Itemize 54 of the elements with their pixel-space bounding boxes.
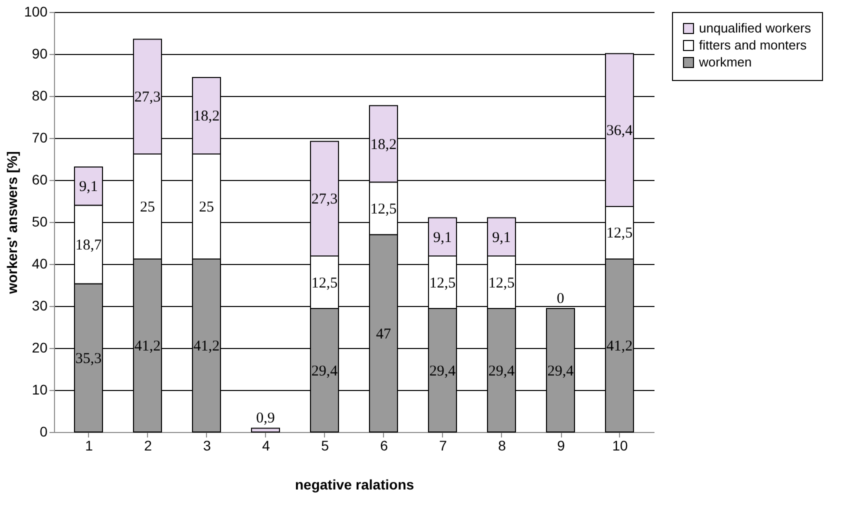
- data-label: 18,7: [75, 237, 102, 254]
- y-tick-label: 30: [32, 298, 48, 314]
- data-label: 25: [199, 199, 214, 216]
- data-label: 0,9: [256, 410, 275, 427]
- x-tick-label: 6: [380, 438, 388, 454]
- data-label: 12,5: [606, 226, 633, 242]
- y-axis-title: workers' answers [%]: [4, 151, 20, 295]
- legend-label: workmen: [698, 54, 752, 70]
- data-label: 12,5: [488, 275, 515, 292]
- x-tick-label: 7: [439, 438, 448, 454]
- data-label: 29,4: [547, 363, 574, 380]
- y-tick-label: 80: [32, 88, 48, 104]
- y-tick-label: 60: [32, 172, 48, 188]
- data-label: 18,2: [370, 136, 397, 153]
- x-tick-label: 10: [612, 438, 628, 454]
- y-tick-label: 70: [32, 130, 48, 146]
- x-tick-label: 9: [557, 438, 566, 454]
- y-tick-label: 20: [32, 340, 48, 356]
- data-label: 12,5: [370, 201, 397, 218]
- x-tick-label: 4: [262, 438, 270, 454]
- data-label: 41,2: [193, 338, 220, 354]
- y-tick-label: 10: [32, 382, 48, 398]
- data-label: 0: [556, 291, 564, 308]
- data-label: 35,3: [75, 350, 102, 367]
- data-label: 9,1: [433, 230, 452, 246]
- data-label: 47: [376, 326, 392, 342]
- y-tick-label: 0: [40, 424, 48, 440]
- x-tick-label: 1: [85, 438, 94, 454]
- data-label: 12,5: [311, 275, 338, 292]
- data-label: 41,2: [134, 338, 161, 354]
- data-label: 41,2: [606, 338, 633, 354]
- x-tick-label: 5: [321, 438, 330, 454]
- data-label: 9,1: [79, 179, 98, 196]
- data-label: 36,4: [606, 123, 634, 140]
- data-label: 29,4: [311, 363, 338, 380]
- legend-label: fitters and monters: [699, 38, 808, 52]
- data-label: 18,2: [193, 108, 220, 125]
- legend-label: unqualified workers: [699, 20, 812, 36]
- data-label: 27,3: [311, 192, 338, 208]
- y-tick-label: 90: [32, 46, 48, 62]
- x-tick-label: 2: [144, 438, 152, 454]
- data-label: 29,4: [488, 363, 516, 380]
- y-tick-label: 40: [32, 256, 48, 272]
- data-label: 9,1: [492, 230, 511, 246]
- bar: [251, 428, 280, 432]
- y-tick-label: 100: [24, 4, 48, 20]
- data-label: 12,5: [429, 275, 456, 292]
- data-label: 25: [140, 199, 155, 216]
- data-label: 27,3: [134, 90, 161, 106]
- x-tick-label: 8: [498, 438, 506, 454]
- data-label: 29,4: [429, 363, 456, 380]
- y-tick-label: 50: [32, 214, 48, 230]
- x-axis-title: negative ralations: [294, 476, 414, 492]
- x-tick-label: 3: [203, 438, 212, 454]
